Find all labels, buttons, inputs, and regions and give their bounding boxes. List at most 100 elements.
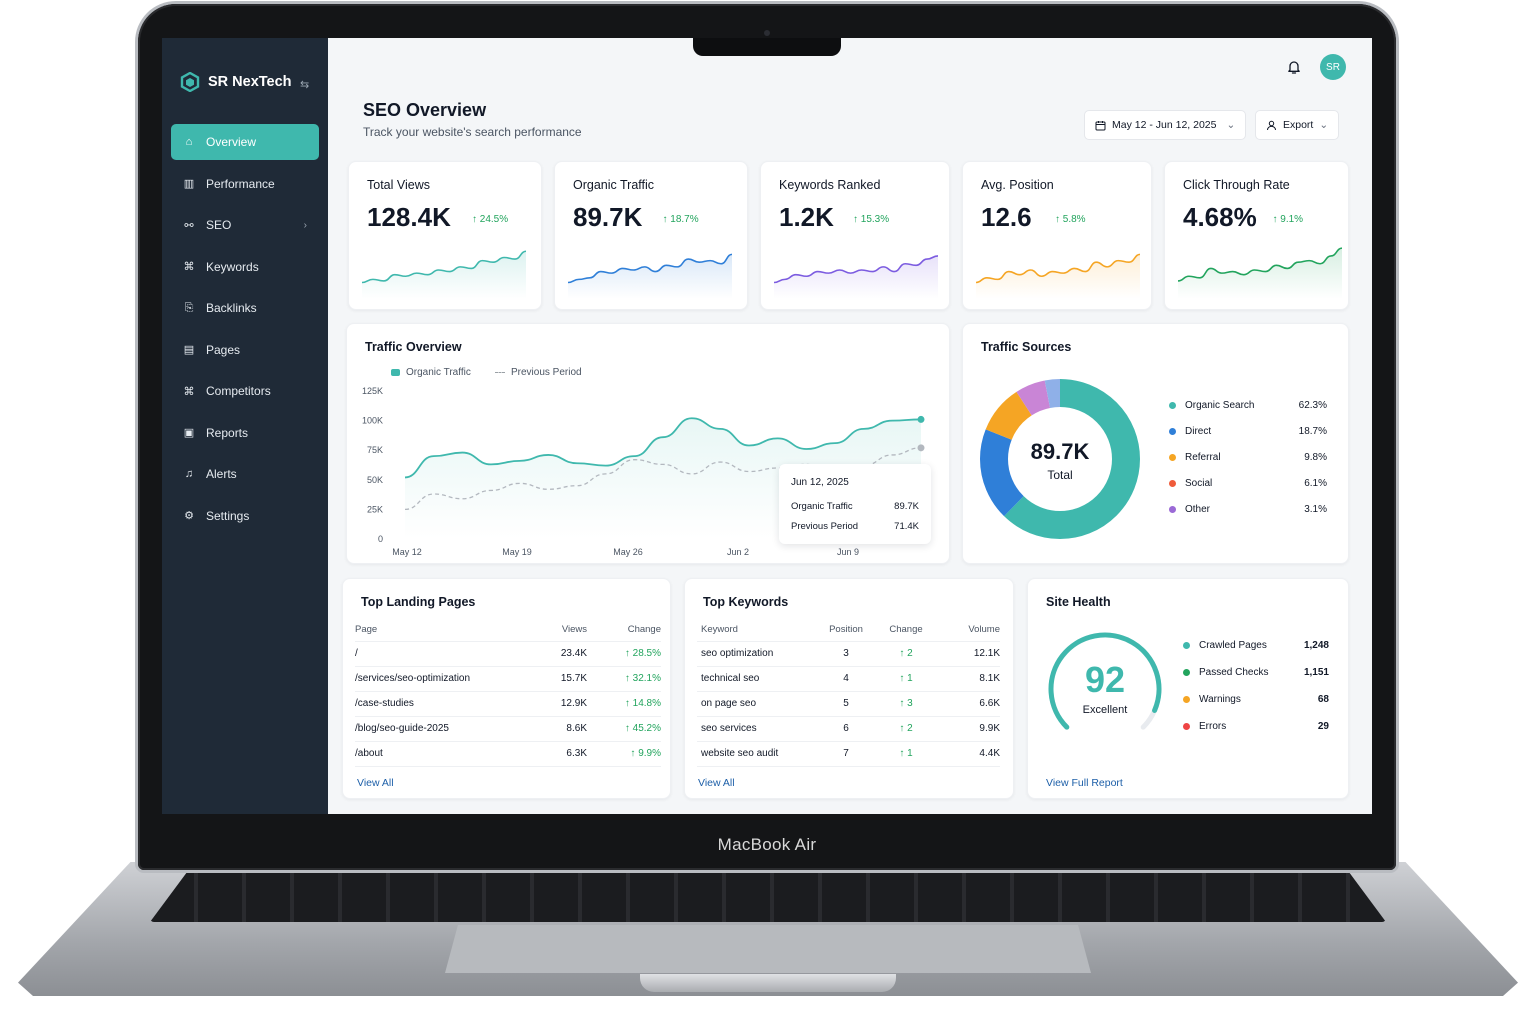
- tooltip-previous-value: 71.4K: [894, 521, 919, 532]
- col-change[interactable]: Change: [587, 619, 661, 642]
- table-row[interactable]: seo services 6 ↑ 2 9.9K: [697, 716, 1000, 742]
- col-page[interactable]: Page: [355, 619, 535, 642]
- stat-card-click-through-rate[interactable]: Click Through Rate 4.68% ↑ 9.1%: [1164, 161, 1349, 310]
- page-change: ↑ 32.1%: [587, 666, 661, 692]
- keyword-text[interactable]: technical seo: [697, 666, 817, 692]
- tooltip-date: Jun 12, 2025: [791, 477, 849, 488]
- site-health-score: 92: [1084, 659, 1126, 700]
- sidebar-item-competitors[interactable]: ⌘ Competitors: [171, 373, 319, 409]
- keyword-volume: 9.9K: [937, 716, 1000, 742]
- stat-card-total-views[interactable]: Total Views 128.4K ↑ 24.5%: [348, 161, 542, 310]
- sidebar-item-pages[interactable]: ▤ Pages: [171, 332, 319, 368]
- keyword-position: 6: [817, 716, 875, 742]
- donut-slice-direct[interactable]: [980, 379, 1140, 539]
- sparkline: [975, 253, 1141, 299]
- table-row[interactable]: on page seo 5 ↑ 3 6.6K: [697, 691, 1000, 717]
- y-tick-label: 125K: [362, 386, 383, 396]
- date-range-picker[interactable]: May 12 - Jun 12, 2025 ⌄: [1084, 110, 1247, 140]
- sidebar-item-settings[interactable]: ⚙ Settings: [171, 498, 319, 534]
- col-views[interactable]: Views: [535, 619, 587, 642]
- traffic-sources-legend: Organic Search 62.3% Direct 18.7% Referral 9.…: [1169, 397, 1327, 517]
- source-row-other[interactable]: Other 3.1%: [1169, 501, 1327, 517]
- health-row-passed-checks[interactable]: Passed Checks 1,151: [1183, 664, 1329, 680]
- collapse-sidebar-icon[interactable]: ⇆: [300, 79, 310, 91]
- page-path[interactable]: /blog/seo-guide-2025: [355, 716, 535, 742]
- landing-pages-view-all[interactable]: View All: [357, 777, 394, 789]
- col-position[interactable]: Position: [817, 619, 875, 642]
- stat-title: Keywords Ranked: [779, 178, 881, 192]
- keyword-text[interactable]: seo services: [697, 716, 817, 742]
- stat-title: Organic Traffic: [573, 178, 655, 192]
- table-row[interactable]: /blog/seo-guide-2025 8.6K ↑ 45.2%: [355, 716, 661, 742]
- stat-card-keywords-ranked[interactable]: Keywords Ranked 1.2K ↑ 15.3%: [760, 161, 950, 310]
- legend-organic[interactable]: Organic Traffic: [391, 367, 471, 378]
- sidebar-item-performance[interactable]: ▥ Performance: [171, 166, 319, 202]
- health-row-warnings[interactable]: Warnings 68: [1183, 691, 1329, 707]
- page-views: 23.4K: [535, 641, 587, 667]
- export-button[interactable]: Export ⌄: [1255, 110, 1340, 140]
- sidebar-item-label: Performance: [206, 176, 275, 191]
- sidebar-item-keywords[interactable]: ⌘ Keywords: [171, 249, 319, 285]
- table-row[interactable]: website seo audit 7 ↑ 1 4.4K: [697, 741, 1000, 767]
- table-row[interactable]: technical seo 4 ↑ 1 8.1K: [697, 666, 1000, 692]
- page-path[interactable]: /services/seo-optimization: [355, 666, 535, 692]
- source-row-referral[interactable]: Referral 9.8%: [1169, 449, 1327, 465]
- health-row-errors[interactable]: Errors 29: [1183, 718, 1329, 734]
- page-change: ↑ 9.9%: [587, 741, 661, 767]
- sidebar-item-backlinks[interactable]: ⎘ Backlinks: [171, 290, 319, 326]
- source-row-direct[interactable]: Direct 18.7%: [1169, 423, 1327, 439]
- site-health-card: Site Health 92 Excellent Crawled Pages 1,…: [1027, 578, 1349, 799]
- sidebar-item-reports[interactable]: ▣ Reports: [171, 415, 319, 451]
- legend-previous[interactable]: Previous Period: [495, 367, 582, 378]
- keywords-view-all[interactable]: View All: [698, 777, 735, 789]
- stat-change: ↑ 5.8%: [1055, 214, 1086, 225]
- series-line-organic[interactable]: [404, 417, 922, 479]
- source-percent: 18.7%: [1298, 425, 1327, 437]
- series-end-point[interactable]: [917, 415, 925, 423]
- chart-tooltip: Jun 12, 2025 Organic Traffic 89.7K Previ…: [779, 464, 931, 544]
- col-volume[interactable]: Volume: [937, 619, 1000, 642]
- sidebar-item-label: Pages: [206, 342, 241, 357]
- source-percent: 3.1%: [1304, 503, 1327, 515]
- sidebar-item-overview[interactable]: ⌂ Overview: [171, 124, 319, 160]
- sidebar-item-alerts[interactable]: ♫ Alerts: [171, 456, 319, 492]
- sidebar-item-seo[interactable]: ⚯ SEO ›: [171, 207, 319, 243]
- page-change-value: 28.5%: [632, 648, 661, 659]
- user-avatar[interactable]: SR: [1320, 54, 1346, 80]
- gauge-fill: [1048, 632, 1162, 730]
- col-change[interactable]: Change: [875, 619, 937, 642]
- link-icon: ⎘: [184, 301, 194, 314]
- stat-card-organic-traffic[interactable]: Organic Traffic 89.7K ↑ 18.7%: [554, 161, 748, 310]
- table-row[interactable]: /about 6.3K ↑ 9.9%: [355, 741, 661, 767]
- sidebar-nav: ⌂ Overview ▥ Performance ⚯ SEO › ⌘ Keywords ⎘ Back…: [171, 124, 319, 539]
- page-path[interactable]: /about: [355, 741, 535, 767]
- keyword-text[interactable]: on page seo: [697, 691, 817, 717]
- page-path[interactable]: /case-studies: [355, 691, 535, 717]
- site-health-gauge[interactable]: [1040, 624, 1170, 754]
- view-full-report-link[interactable]: View Full Report: [1046, 777, 1123, 789]
- keyword-text[interactable]: website seo audit: [697, 741, 817, 767]
- table-row[interactable]: /23.4K ↑ 28.5%: [355, 641, 661, 667]
- table-row[interactable]: /case-studies 12.9K ↑ 14.8%: [355, 691, 661, 717]
- col-keyword[interactable]: Keyword: [697, 619, 817, 642]
- page-subtitle: Track your website's search performance: [363, 125, 582, 139]
- keyword-text[interactable]: seo optimization: [697, 641, 817, 667]
- source-label: Other: [1185, 503, 1211, 515]
- donut-slice-other[interactable]: [980, 379, 1140, 539]
- top-bar-icons: SR: [1286, 54, 1346, 80]
- table-row[interactable]: /services/seo-optimization 15.7K ↑ 32.1%: [355, 666, 661, 692]
- source-row-organic-search[interactable]: Organic Search 62.3%: [1169, 397, 1327, 413]
- series-end-point[interactable]: [917, 444, 925, 452]
- page-path[interactable]: /: [355, 641, 535, 667]
- stat-value: 4.68%: [1183, 202, 1257, 232]
- notification-bell-icon[interactable]: [1286, 59, 1302, 75]
- traffic-sources-donut[interactable]: [975, 374, 1145, 544]
- brand-logo[interactable]: SR NexTech: [180, 72, 292, 92]
- health-row-crawled-pages[interactable]: Crawled Pages 1,248: [1183, 637, 1329, 653]
- page-title: SEO Overview: [363, 100, 487, 120]
- sparkline: [1177, 247, 1343, 299]
- landing-pages-table: Page Views Change /23.4K ↑ 28.5%/services…: [355, 619, 661, 767]
- stat-card-avg-position[interactable]: Avg. Position 12.6 ↑ 5.8%: [962, 161, 1152, 310]
- source-row-social[interactable]: Social 6.1%: [1169, 475, 1327, 491]
- table-row[interactable]: seo optimization 3 ↑ 2 12.1K: [697, 641, 1000, 667]
